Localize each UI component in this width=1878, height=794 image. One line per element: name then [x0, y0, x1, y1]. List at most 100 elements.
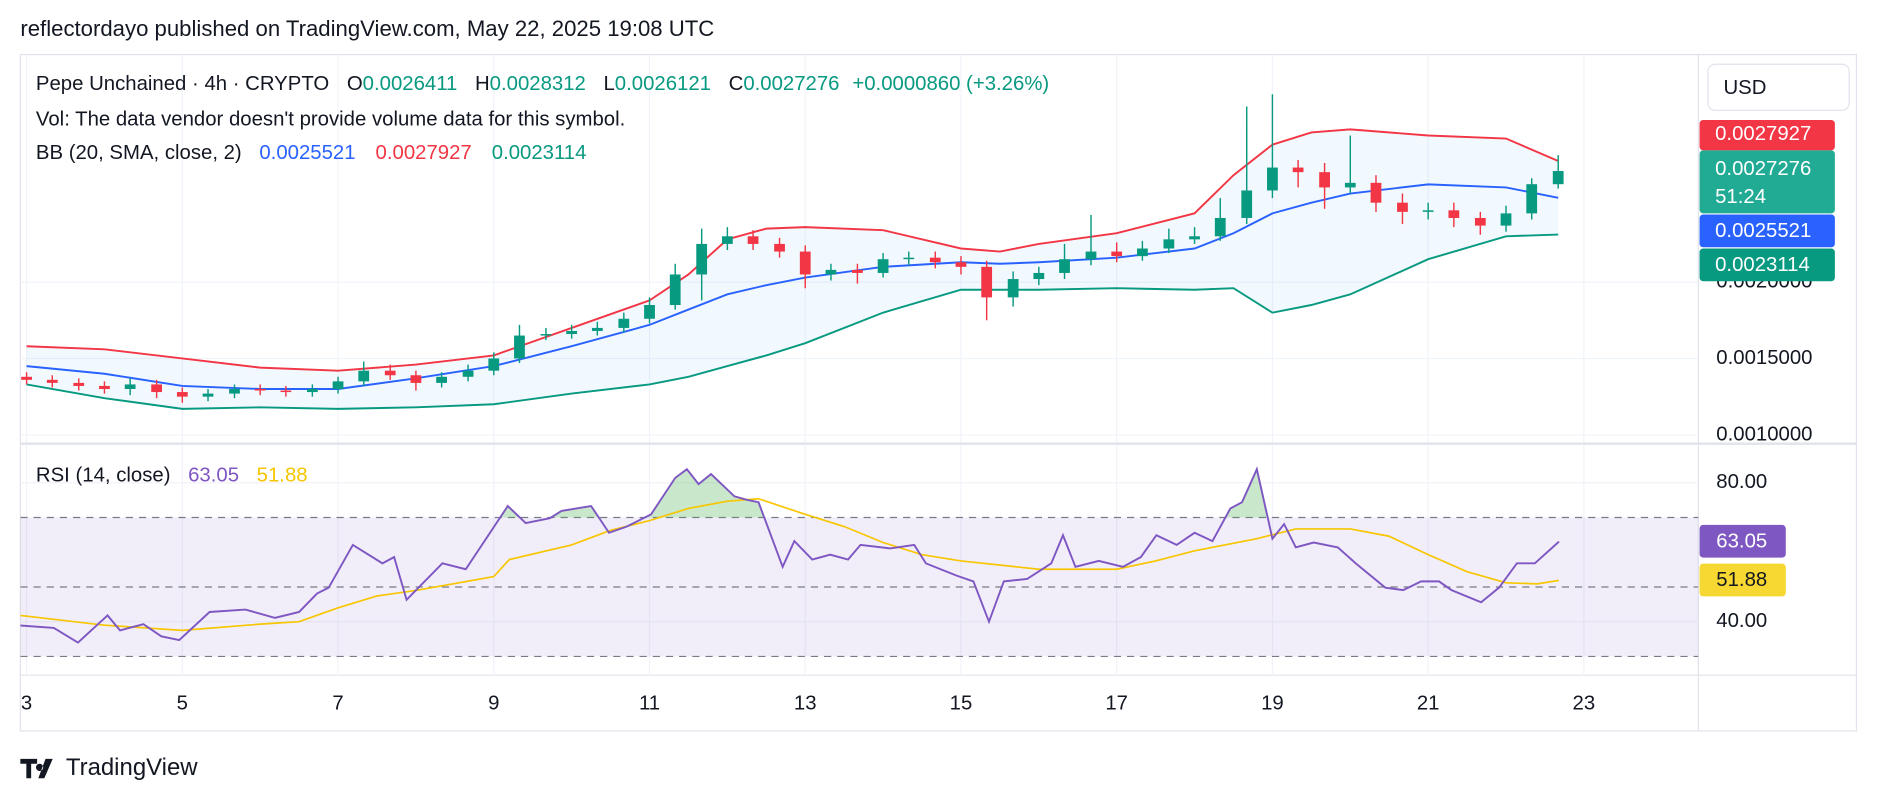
badge-bg [1699, 214, 1835, 248]
candle-body [1267, 167, 1278, 191]
candle-body [124, 384, 136, 390]
ohlc-value: 0.0026411 [363, 72, 458, 95]
x-tick-label: 13 [794, 692, 817, 715]
candle-body [566, 330, 578, 335]
rsi-line [20, 497, 1560, 632]
symbol-title: Pepe Unchained · 4h · CRYPTO [36, 72, 329, 95]
candle-body [151, 384, 163, 393]
ohlc-value: 0.0026121 [615, 72, 711, 95]
footer-logo: TradingView [20, 754, 198, 781]
x-tick-label: 9 [488, 692, 499, 715]
candle-body [436, 376, 447, 383]
candle-body [618, 318, 630, 328]
x-tick-label: 5 [177, 692, 188, 715]
ohlc-label: H [475, 72, 490, 95]
x-tick-label: 11 [639, 692, 660, 715]
bb-lower-line [26, 233, 1559, 410]
y-tick-label: 0.0015000 [1716, 346, 1812, 369]
candle-body [721, 236, 733, 244]
candle-body [540, 334, 552, 336]
candle-body [358, 370, 370, 382]
ohlc-label: O [347, 72, 363, 95]
badge-bg [1699, 524, 1786, 558]
badge-bb-middle: 0.0025521 [1715, 219, 1811, 242]
ohlc-value: 0.0027276 [743, 72, 839, 95]
x-tick-label: 23 [1573, 692, 1596, 715]
candle-body [955, 262, 967, 267]
candle-body [644, 305, 655, 319]
badge-bg [1699, 563, 1786, 597]
badge-rsi-ma: 51.88 [1716, 568, 1767, 591]
candle-body [462, 370, 474, 377]
candle-body [1448, 210, 1460, 218]
badge-bb-lower: 0.0023114 [1715, 253, 1810, 276]
currency-button[interactable]: USD [1707, 63, 1850, 111]
candle-body [669, 274, 681, 306]
candle-body [254, 389, 266, 391]
rsi-ma-value: 51.88 [257, 464, 308, 487]
bb-middle-value: 0.0025521 [259, 141, 355, 164]
rsi-title: RSI (14, close) [36, 464, 171, 487]
candle-body [1500, 213, 1512, 226]
candle-body [1241, 190, 1253, 218]
candle-body [21, 376, 32, 380]
x-tick-label: 17 [1105, 692, 1128, 715]
axes: 3579111315171921230.00100000.00150000.00… [21, 269, 1813, 714]
x-tick-label: 15 [950, 692, 973, 715]
candle-body [229, 389, 240, 394]
candle-body [1033, 272, 1045, 280]
rsi-value: 63.05 [188, 464, 239, 487]
candle-body [799, 251, 811, 275]
candle-body [825, 269, 837, 275]
candle-body [1189, 236, 1200, 240]
ohlc-label: L [603, 72, 614, 95]
price-badges: 0.0027927 0.0027276 51:24 0.0025521 0.00… [1699, 120, 1835, 597]
candle-body [1007, 279, 1019, 298]
change: +0.0000860 (+3.26%) [852, 72, 1049, 95]
footer-text: TradingView [66, 754, 198, 781]
candle-body [332, 381, 344, 390]
ohlc-label: C [729, 72, 744, 95]
price-pane [21, 94, 1564, 410]
badge-countdown: 51:24 [1715, 185, 1766, 208]
logo-icon [20, 758, 53, 779]
candle-body [280, 390, 292, 393]
candle-body [1319, 172, 1330, 188]
chart-frame [19, 53, 1858, 732]
candle-body [852, 269, 863, 273]
candle-body [1474, 217, 1486, 226]
x-tick-label: 21 [1417, 692, 1440, 715]
bb-upper-value: 0.0027927 [376, 141, 472, 164]
currency-label[interactable]: USD [1723, 76, 1766, 99]
candle-body [73, 382, 85, 386]
candle-body [99, 385, 110, 390]
candle-body [1137, 248, 1148, 257]
candle-body [1370, 182, 1382, 203]
candle-body [1085, 251, 1097, 260]
ohlc-value: 0.0028312 [490, 72, 586, 95]
candle-body [903, 257, 915, 260]
candle-body [877, 259, 889, 273]
candle-body [747, 236, 759, 244]
currency-box[interactable] [1707, 63, 1850, 111]
candle-body [591, 327, 603, 331]
candle-body [1397, 202, 1408, 212]
y-tick-label: 40.00 [1716, 609, 1767, 632]
bb-fill [26, 129, 1559, 409]
candle-body [1292, 167, 1304, 173]
candle-body [410, 375, 422, 383]
candle-body [1422, 210, 1434, 212]
candle-body [306, 389, 318, 393]
candle-body [1344, 182, 1356, 188]
candle-body [1214, 217, 1226, 237]
rsi-line [20, 466, 1560, 644]
candle-body [176, 392, 188, 397]
badge-bg [1699, 150, 1835, 214]
badge-bg [1699, 120, 1835, 151]
x-tick-label: 19 [1261, 692, 1284, 715]
legend-bb: BB (20, SMA, close, 2) 0.0025521 0.00279… [36, 141, 587, 164]
candle-body [981, 266, 993, 298]
frame-border [19, 53, 1858, 732]
candle-body [696, 243, 708, 275]
